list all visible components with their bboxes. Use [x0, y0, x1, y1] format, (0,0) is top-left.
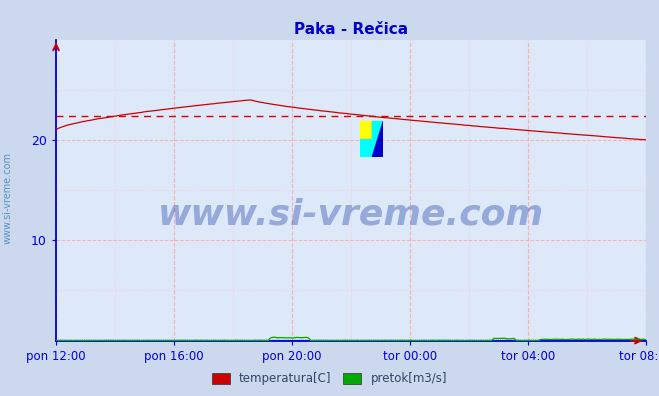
Bar: [372, 121, 383, 157]
Bar: [360, 121, 372, 139]
Title: Paka - Rečica: Paka - Rečica: [294, 22, 408, 37]
Text: www.si-vreme.com: www.si-vreme.com: [158, 197, 544, 231]
Polygon shape: [372, 121, 383, 157]
Bar: [360, 139, 372, 157]
Text: www.si-vreme.com: www.si-vreme.com: [3, 152, 13, 244]
Legend: temperatura[C], pretok[m3/s]: temperatura[C], pretok[m3/s]: [207, 367, 452, 390]
